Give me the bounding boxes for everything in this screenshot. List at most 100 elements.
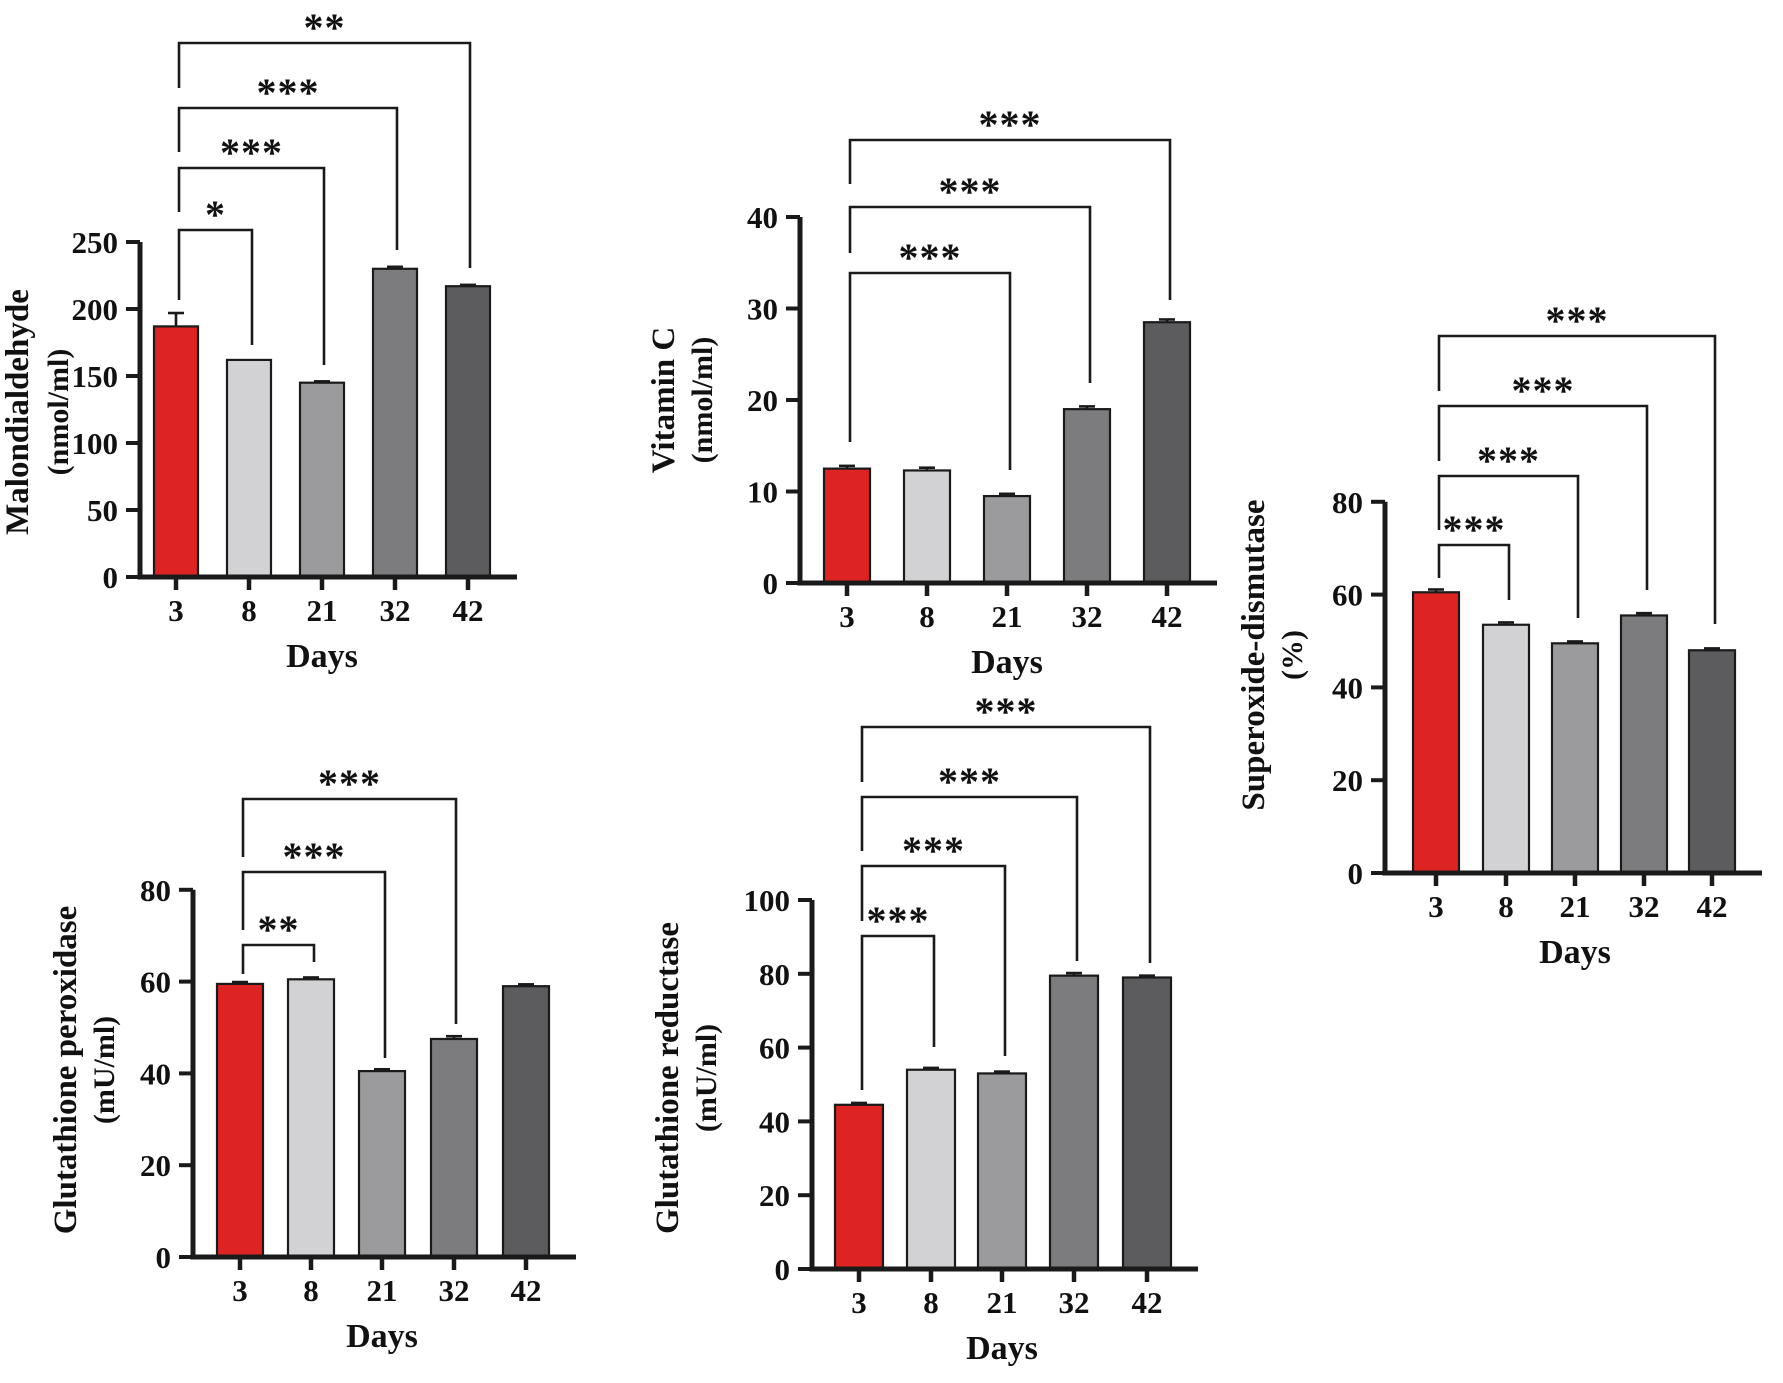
y-tick-label-20: 20 xyxy=(747,383,778,418)
error-bar-day-3 xyxy=(168,311,184,327)
x-tick-label-day-8: 8 xyxy=(919,599,935,634)
x-axis-title: Days xyxy=(1539,934,1611,971)
x-tick-label-day-8: 8 xyxy=(923,1285,939,1320)
bar-day-3 xyxy=(215,982,265,1259)
bracket-line xyxy=(1437,543,1511,600)
bar-day-32 xyxy=(429,1037,479,1259)
y-axis-unit: (%) xyxy=(1276,630,1309,680)
bar-day-42 xyxy=(1121,976,1173,1271)
bracket-line xyxy=(848,138,1172,300)
x-tick-label-day-3: 3 xyxy=(1428,889,1444,924)
y-tick-label-0: 0 xyxy=(763,566,779,601)
y-tick-label-40: 40 xyxy=(140,1056,171,1091)
y-axis-title: Vitamin C xyxy=(646,327,682,473)
bar-day-32 xyxy=(1619,614,1669,875)
sig-stars-3vs8: *** xyxy=(867,898,930,943)
y-tick-label-10: 10 xyxy=(747,475,778,510)
sig-bracket-3vs42: *** xyxy=(860,689,1152,963)
y-tick-label-80: 80 xyxy=(759,957,790,992)
x-tick-label-day-21: 21 xyxy=(307,593,338,628)
sig-stars-3vs8: *** xyxy=(1443,507,1506,552)
x-tick-label-day-21: 21 xyxy=(367,1273,398,1308)
y-axis-title: Superoxide-dismutase xyxy=(1236,499,1272,810)
sig-bracket-3vs32: *** xyxy=(1437,368,1649,590)
bracket-line xyxy=(241,797,458,1024)
bar-day-21 xyxy=(357,1070,407,1259)
bracket-line xyxy=(860,725,1152,963)
x-axis-title: Days xyxy=(971,644,1043,681)
bracket-line xyxy=(848,205,1092,383)
x-tick-label-day-3: 3 xyxy=(232,1273,248,1308)
y-tick-label-60: 60 xyxy=(140,965,171,1000)
bar-day-21 xyxy=(976,1072,1028,1271)
y-axis-unit: (nmol/ml) xyxy=(42,349,75,476)
y-tick-label-40: 40 xyxy=(759,1104,790,1139)
x-axis-title: Days xyxy=(286,638,358,675)
chart-glutathione-reductase: *** *** *** *** 0 20 40 60 80 100 3 8 21 32 42 Days Glut… xyxy=(650,689,1198,1367)
x-tick-label-day-42: 42 xyxy=(1697,889,1728,924)
bar-day-32 xyxy=(371,267,419,579)
x-tick-label-day-32: 32 xyxy=(380,593,411,628)
bar-day-42 xyxy=(501,985,551,1259)
y-tick-label-0: 0 xyxy=(156,1240,172,1275)
sig-bracket-3vs32: *** xyxy=(177,70,399,250)
sig-stars-3vs42: ** xyxy=(304,5,346,50)
sig-stars-3vs32: *** xyxy=(257,70,320,115)
bracket-line xyxy=(860,934,936,1090)
y-tick-label-60: 60 xyxy=(759,1031,790,1066)
sig-stars-3vs42: *** xyxy=(979,102,1042,147)
sig-bracket-3vs42: *** xyxy=(1437,298,1717,624)
x-axis-title: Days xyxy=(966,1330,1038,1367)
sig-stars-3vs21: *** xyxy=(902,828,965,873)
bracket-line xyxy=(177,106,399,250)
sig-bracket-3vs8: * xyxy=(177,192,254,345)
y-tick-label-20: 20 xyxy=(759,1178,790,1213)
bar-day-3 xyxy=(152,325,200,579)
x-tick-label-day-32: 32 xyxy=(1059,1285,1090,1320)
y-axis-title: Glutathione peroxidase xyxy=(48,906,84,1235)
sig-bracket-3vs21: *** xyxy=(177,130,326,365)
bar-day-3 xyxy=(822,467,872,585)
sig-stars-3vs8: ** xyxy=(258,907,300,952)
sig-stars-3vs21: *** xyxy=(283,834,346,879)
x-tick-label-day-42: 42 xyxy=(1132,1285,1163,1320)
x-tick-label-day-42: 42 xyxy=(511,1273,542,1308)
y-axis-unit: (nmol/ml) xyxy=(686,337,719,464)
sig-stars-3vs21: *** xyxy=(899,235,962,280)
x-tick-label-day-42: 42 xyxy=(1152,599,1183,634)
y-axis-title: Malondialdehyde xyxy=(0,289,36,535)
y-tick-label-20: 20 xyxy=(1332,763,1363,798)
bar-day-3 xyxy=(1411,591,1461,875)
bar-day-42 xyxy=(1142,321,1192,585)
x-tick-label-day-21: 21 xyxy=(1560,889,1591,924)
bar-day-32 xyxy=(1048,974,1100,1271)
x-tick-label-day-8: 8 xyxy=(303,1273,319,1308)
bar-day-8 xyxy=(902,469,952,585)
bar-day-8 xyxy=(905,1068,957,1271)
bar-day-21 xyxy=(298,381,346,579)
y-tick-label-30: 30 xyxy=(747,292,778,327)
sig-bracket-3vs8: ** xyxy=(241,907,316,974)
sig-bracket-3vs8: *** xyxy=(860,898,936,1090)
bar-day-8 xyxy=(225,358,273,579)
sig-bracket-3vs32: *** xyxy=(860,759,1079,961)
sig-bracket-3vs8: *** xyxy=(1437,507,1511,600)
sig-stars-3vs21: *** xyxy=(1477,438,1540,483)
y-tick-label-0: 0 xyxy=(103,560,119,595)
x-tick-label-day-32: 32 xyxy=(1072,599,1103,634)
y-tick-label-40: 40 xyxy=(1332,670,1363,705)
bracket-line xyxy=(860,795,1079,961)
bracket-line xyxy=(177,166,326,365)
sig-bracket-3vs42: *** xyxy=(848,102,1172,300)
sig-bracket-3vs21: *** xyxy=(848,235,1012,470)
x-tick-label-day-8: 8 xyxy=(241,593,257,628)
sig-stars-3vs32: *** xyxy=(938,759,1001,804)
x-axis-title: Days xyxy=(346,1318,418,1355)
sig-stars-3vs32: *** xyxy=(1512,368,1575,413)
bracket-line xyxy=(1437,404,1649,590)
bracket-line xyxy=(177,228,254,345)
bracket-line xyxy=(848,271,1012,470)
x-tick-label-day-21: 21 xyxy=(987,1285,1018,1320)
sig-stars-3vs32: *** xyxy=(318,761,381,806)
